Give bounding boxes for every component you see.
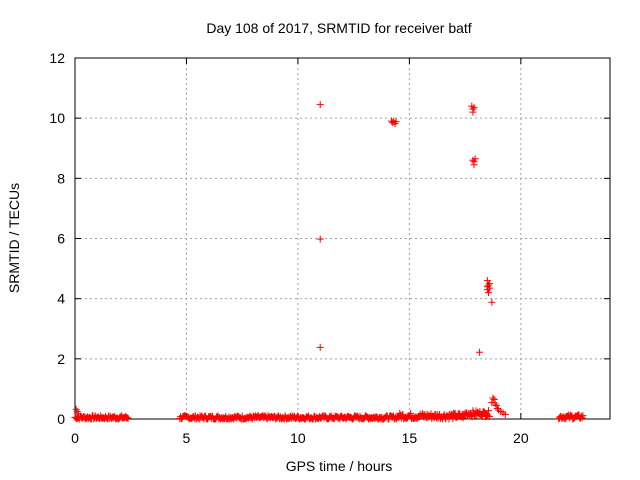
- x-tick-labels: 0 5 10 15 20: [71, 430, 529, 446]
- data-point: [485, 413, 493, 421]
- data-point: [501, 410, 509, 418]
- data-point: [485, 407, 493, 415]
- chart-title: Day 108 of 2017, SRMTID for receiver bat…: [206, 20, 471, 36]
- data-point: [316, 235, 324, 243]
- data-point: [469, 108, 477, 116]
- data-point: [579, 412, 587, 420]
- data-point: [470, 104, 478, 112]
- data-point: [391, 120, 399, 128]
- data-point: [566, 411, 574, 419]
- x-tick-label: 20: [513, 430, 529, 446]
- data-point: [489, 394, 497, 402]
- data-point: [485, 289, 493, 297]
- data-point: [407, 409, 415, 417]
- data-point: [577, 412, 585, 420]
- data-point: [490, 395, 498, 403]
- x-tick-label: 0: [71, 430, 79, 446]
- x-tick-label: 10: [290, 430, 306, 446]
- y-tick-label: 8: [57, 170, 65, 186]
- data-point: [392, 118, 400, 126]
- data-point: [485, 281, 493, 289]
- data-point: [449, 414, 457, 422]
- y-tick-label: 10: [49, 110, 65, 126]
- data-point: [124, 414, 132, 422]
- data-point: [488, 298, 496, 306]
- data-point: [316, 101, 324, 109]
- data-point: [316, 343, 324, 351]
- y-tick-label: 0: [57, 411, 65, 427]
- data-point: [491, 400, 499, 408]
- data-point: [486, 284, 494, 292]
- data-point: [479, 408, 487, 416]
- grid-lines: [75, 58, 610, 419]
- y-tick-labels: 0 2 4 6 8 10 12: [49, 50, 65, 427]
- y-tick-label: 12: [49, 50, 65, 66]
- y-axis-label: SRMTID / TECUs: [6, 183, 22, 293]
- data-points: [71, 101, 587, 423]
- x-axis-label: GPS time / hours: [286, 458, 393, 474]
- data-point: [484, 411, 492, 419]
- y-tick-label: 6: [57, 231, 65, 247]
- data-point: [123, 414, 131, 422]
- data-point: [493, 404, 501, 412]
- x-tick-label: 15: [402, 430, 418, 446]
- data-point: [480, 407, 488, 415]
- data-point: [470, 161, 478, 169]
- y-tick-label: 4: [57, 291, 65, 307]
- data-point: [74, 410, 82, 418]
- x-tick-label: 5: [183, 430, 191, 446]
- data-point: [492, 401, 500, 409]
- y-tick-label: 2: [57, 351, 65, 367]
- data-point: [476, 348, 484, 356]
- data-point: [471, 155, 479, 163]
